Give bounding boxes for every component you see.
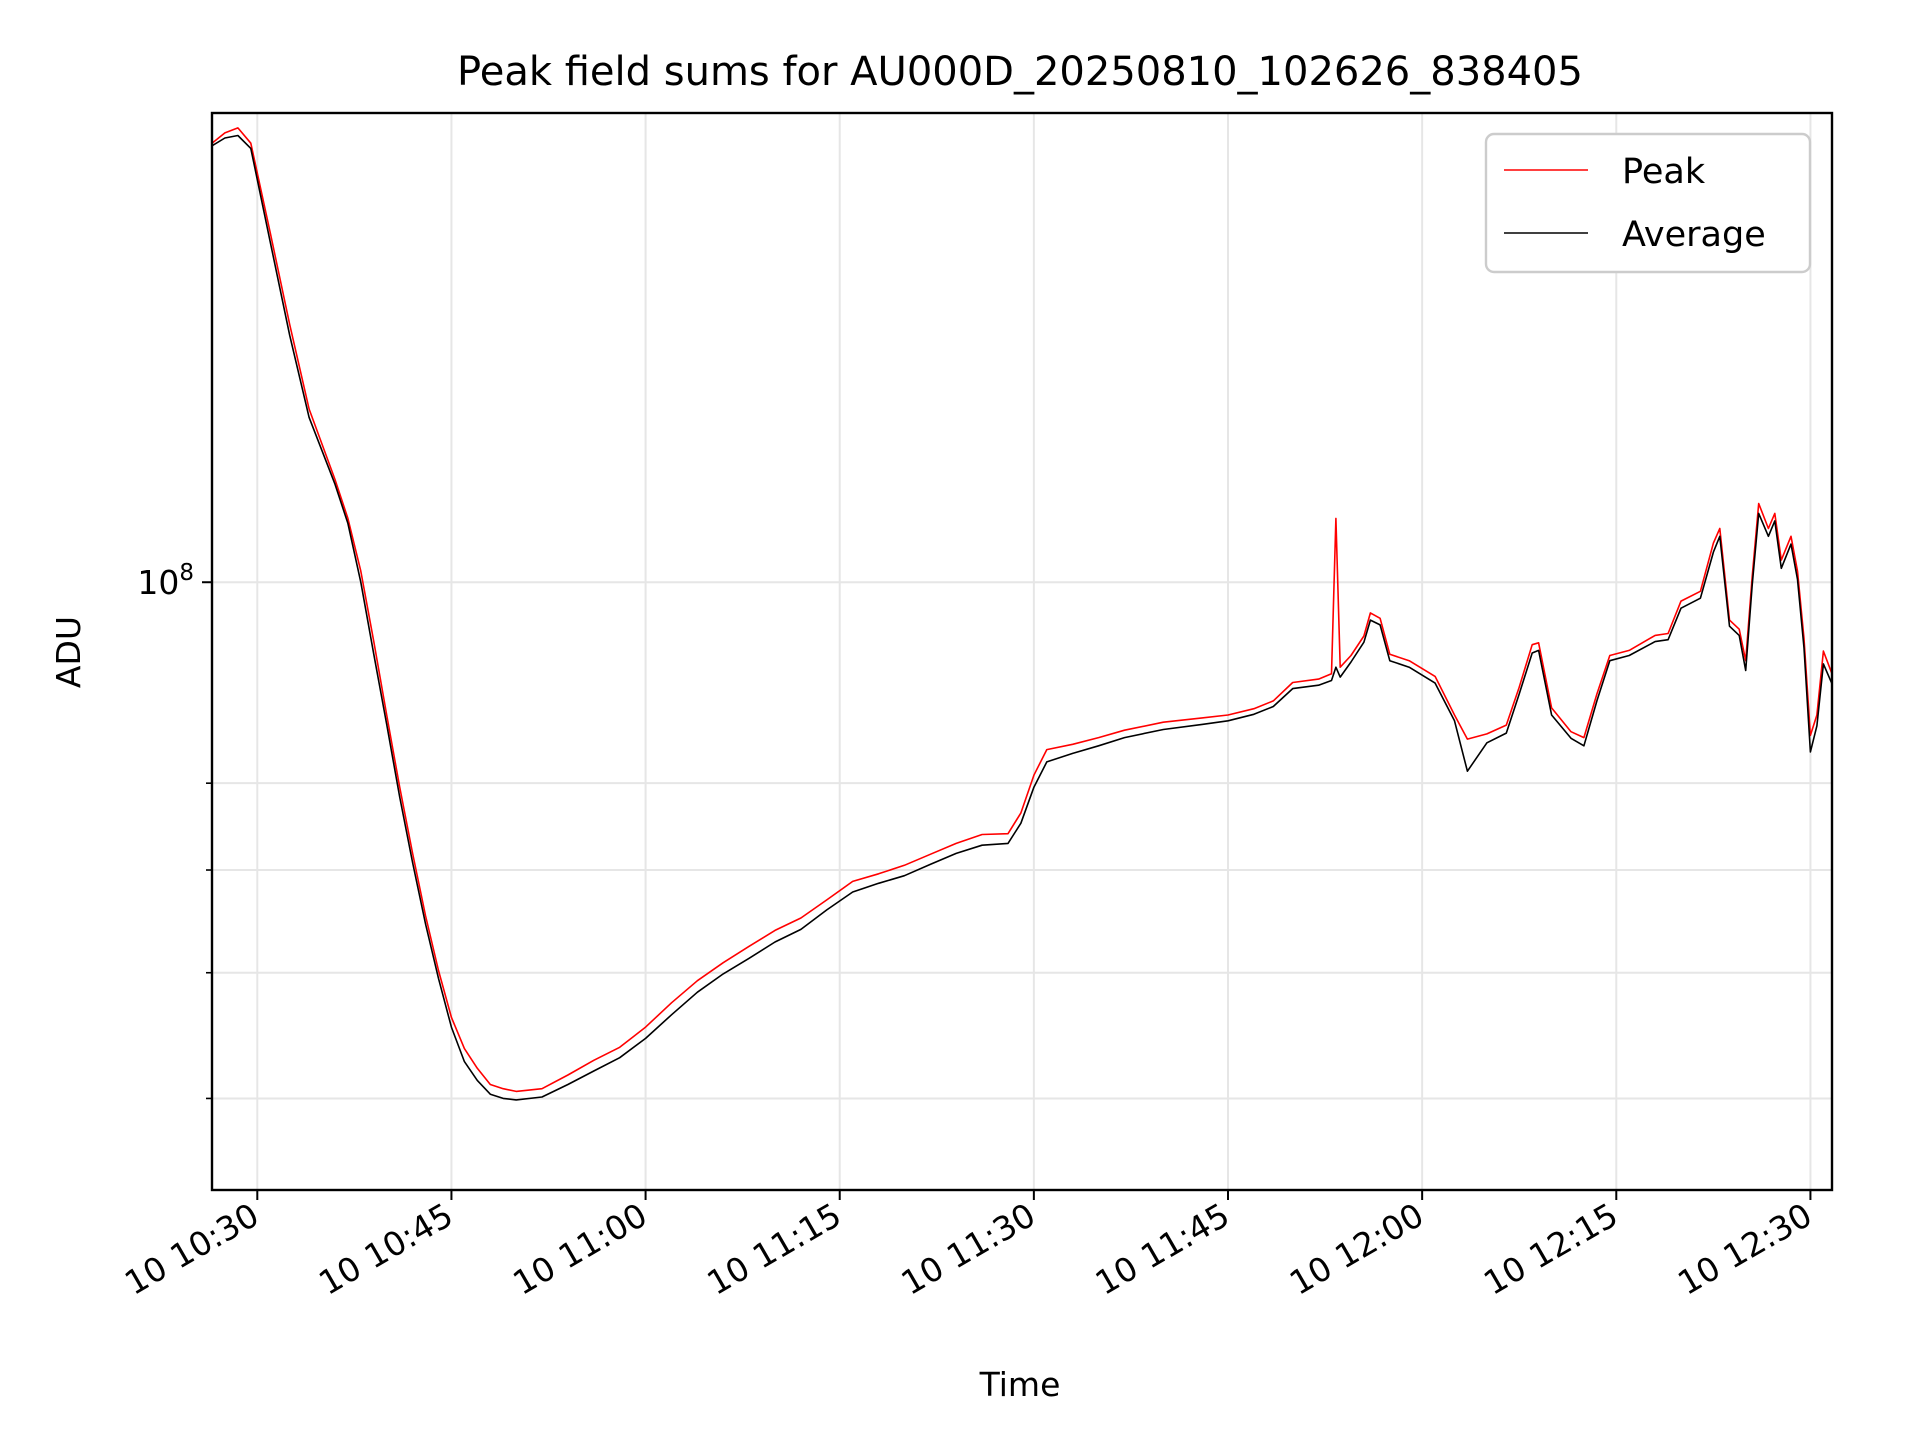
legend: Peak Average [1484,132,1812,274]
y-tick-label: 108 [137,560,194,602]
y-tick-label-base: 10 [137,563,179,602]
plot-frame [210,111,1834,1192]
x-axis-label: Time [979,1365,1061,1404]
legend-label-peak: Peak [1622,152,1706,192]
series-line-average [211,134,1833,1101]
y-axis-label: ADU [49,616,88,688]
y-tick-label-exponent: 8 [179,560,194,586]
series-lines [211,127,1833,1101]
series-line-peak [211,127,1833,1093]
legend-label-average: Average [1622,215,1766,255]
legend-box [1484,132,1812,274]
grid-lines [212,113,1832,1190]
chart-title: Peak field sums for AU000D_20250810_1026… [457,49,1583,95]
